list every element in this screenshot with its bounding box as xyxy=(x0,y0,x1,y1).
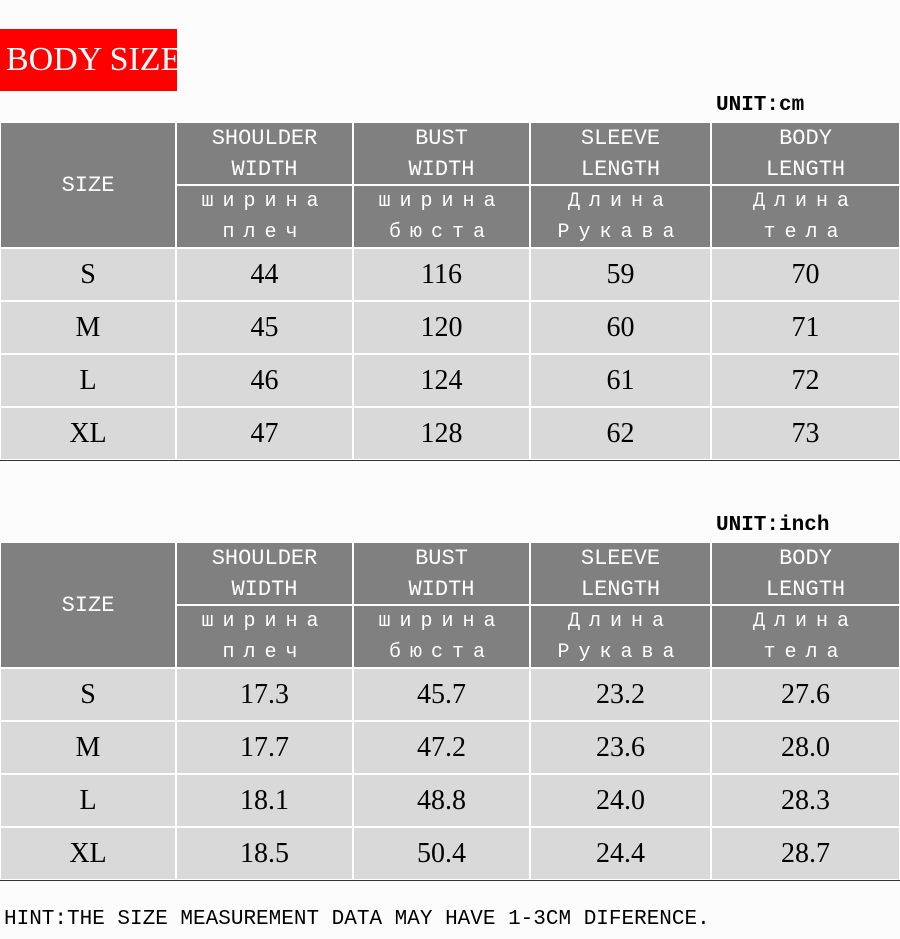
column-header-en: SHOULDER WIDTH xyxy=(176,542,353,605)
hint: HINT:THE SIZE MEASUREMENT DATA MAY HAVE … xyxy=(4,908,710,931)
measurement: 50.4 xyxy=(353,827,530,880)
measurement: 60 xyxy=(530,301,711,354)
measurement: 18.5 xyxy=(176,827,353,880)
measurement: 44 xyxy=(176,248,353,301)
measurement: 120 xyxy=(353,301,530,354)
measurement: 28.0 xyxy=(711,721,900,774)
measurement: 71 xyxy=(711,301,900,354)
measurement: 48.8 xyxy=(353,774,530,827)
column-header-en: SLEEVE LENGTH xyxy=(530,122,711,185)
measurement: 45.7 xyxy=(353,668,530,721)
measurement: 128 xyxy=(353,407,530,460)
measurement: 73 xyxy=(711,407,900,460)
size-label: M xyxy=(0,721,176,774)
column-header-ru: ширина бюста xyxy=(353,605,530,668)
title: BODY SIZE xyxy=(0,29,177,91)
measurement: 62 xyxy=(530,407,711,460)
measurement: 17.7 xyxy=(176,721,353,774)
size-header: SIZE xyxy=(0,122,176,248)
size-label: S xyxy=(0,248,176,301)
column-header-en: BUST WIDTH xyxy=(353,122,530,185)
size-label: S xyxy=(0,668,176,721)
measurement: 17.3 xyxy=(176,668,353,721)
column-header-en: BUST WIDTH xyxy=(353,542,530,605)
measurement: 72 xyxy=(711,354,900,407)
measurement: 46 xyxy=(176,354,353,407)
size-label: M xyxy=(0,301,176,354)
measurement: 23.2 xyxy=(530,668,711,721)
unit-label: UNIT:cm xyxy=(716,94,805,117)
measurement: 47 xyxy=(176,407,353,460)
measurement: 27.6 xyxy=(711,668,900,721)
unit-label: UNIT:inch xyxy=(716,514,830,537)
column-header-en: SLEEVE LENGTH xyxy=(530,542,711,605)
column-header-en: BODY LENGTH xyxy=(711,122,900,185)
measurement: 23.6 xyxy=(530,721,711,774)
column-header-en: BODY LENGTH xyxy=(711,542,900,605)
column-header-ru: Длина Рукава xyxy=(530,605,711,668)
size-label: L xyxy=(0,774,176,827)
size-label: XL xyxy=(0,407,176,460)
measurement: 47.2 xyxy=(353,721,530,774)
column-header-ru: ширина бюста xyxy=(353,185,530,248)
column-header-en: SHOULDER WIDTH xyxy=(176,122,353,185)
measurement: 124 xyxy=(353,354,530,407)
size-label: XL xyxy=(0,827,176,880)
measurement: 18.1 xyxy=(176,774,353,827)
column-header-ru: Длина тела xyxy=(711,605,900,668)
measurement: 28.3 xyxy=(711,774,900,827)
measurement: 45 xyxy=(176,301,353,354)
measurement: 59 xyxy=(530,248,711,301)
measurement: 28.7 xyxy=(711,827,900,880)
size-header: SIZE xyxy=(0,542,176,668)
column-header-ru: ширина плеч xyxy=(176,185,353,248)
measurement: 116 xyxy=(353,248,530,301)
column-header-ru: ширина плеч xyxy=(176,605,353,668)
column-header-ru: Длина тела xyxy=(711,185,900,248)
measurement: 24.4 xyxy=(530,827,711,880)
measurement: 70 xyxy=(711,248,900,301)
column-header-ru: Длина Рукава xyxy=(530,185,711,248)
size-label: L xyxy=(0,354,176,407)
measurement: 61 xyxy=(530,354,711,407)
measurement: 24.0 xyxy=(530,774,711,827)
